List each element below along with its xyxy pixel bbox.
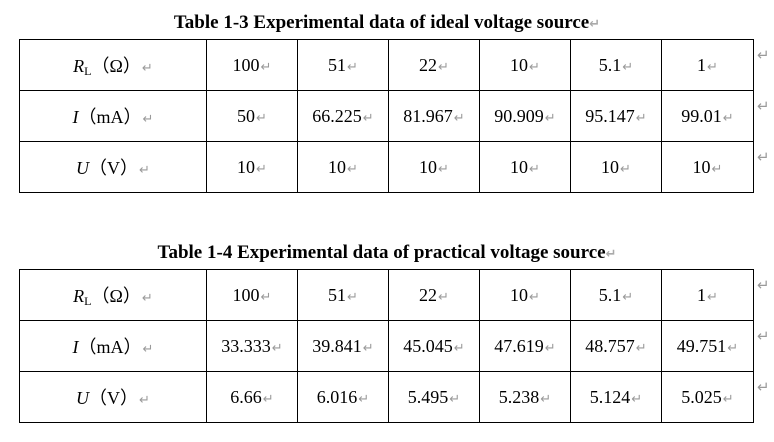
row-end-mark: ↵ (757, 276, 770, 294)
table-1-3-caption: Table 1-3 Experimental data of ideal vol… (173, 12, 601, 33)
table-cell: 1↵ (661, 39, 754, 91)
table-cell: 5.025↵ (661, 371, 754, 423)
table-cell: 45.045↵ (388, 320, 480, 372)
table-cell: 6.016↵ (297, 371, 389, 423)
row-end-mark: ↵ (757, 97, 770, 115)
table-cell: 100↵ (206, 269, 298, 321)
table-cell: 51↵ (297, 269, 389, 321)
row-label-current: I（mA）↵ (19, 90, 207, 142)
table-cell: 10↵ (206, 141, 298, 193)
table-cell: 51↵ (297, 39, 389, 91)
row-end-mark: ↵ (757, 148, 770, 166)
table-cell: 10↵ (570, 141, 662, 193)
table-cell: 100↵ (206, 39, 298, 91)
table-cell: 1↵ (661, 269, 754, 321)
table-row: U（V）↵ 10↵ 10↵ 10↵ 10↵ 10↵ 10↵ (19, 141, 754, 193)
table-cell: 5.238↵ (479, 371, 571, 423)
table-1-4: RL（Ω）↵ 100↵ 51↵ 22↵ 10↵ 5.1↵ 1↵ I（mA）↵ 3… (19, 269, 754, 423)
table-cell: 39.841↵ (297, 320, 389, 372)
row-label-resistance: RL（Ω）↵ (19, 39, 207, 91)
row-end-mark: ↵ (757, 378, 770, 396)
table-cell: 33.333↵ (206, 320, 298, 372)
table-cell: 5.495↵ (388, 371, 480, 423)
row-label-voltage: U（V）↵ (19, 141, 207, 193)
table-cell: 5.1↵ (570, 269, 662, 321)
table-row: I（mA）↵ 33.333↵ 39.841↵ 45.045↵ 47.619↵ 4… (19, 320, 754, 372)
row-label-current: I（mA）↵ (19, 320, 207, 372)
table-cell: 10↵ (479, 39, 571, 91)
table-cell: 5.124↵ (570, 371, 662, 423)
row-end-mark: ↵ (757, 46, 770, 64)
row-end-mark: ↵ (757, 327, 770, 345)
table-cell: 5.1↵ (570, 39, 662, 91)
table-cell: 10↵ (479, 269, 571, 321)
table-row: I（mA）↵ 50↵ 66.225↵ 81.967↵ 90.909↵ 95.14… (19, 90, 754, 142)
table-cell: 49.751↵ (661, 320, 754, 372)
table-1-4-caption: Table 1-4 Experimental data of practical… (157, 242, 617, 263)
table-1-3: RL（Ω）↵ 100↵ 51↵ 22↵ 10↵ 5.1↵ 1↵ I（mA）↵ 5… (19, 39, 754, 193)
table-cell: 50↵ (206, 90, 298, 142)
table-cell: 10↵ (388, 141, 480, 193)
table-cell: 10↵ (297, 141, 389, 193)
table-cell: 10↵ (479, 141, 571, 193)
table-cell: 10↵ (661, 141, 754, 193)
table-row: RL（Ω）↵ 100↵ 51↵ 22↵ 10↵ 5.1↵ 1↵ (19, 269, 754, 321)
table-row: U（V）↵ 6.66↵ 6.016↵ 5.495↵ 5.238↵ 5.124↵ … (19, 371, 754, 423)
table-cell: 99.01↵ (661, 90, 754, 142)
table-row: RL（Ω）↵ 100↵ 51↵ 22↵ 10↵ 5.1↵ 1↵ (19, 39, 754, 91)
table-cell: 48.757↵ (570, 320, 662, 372)
table-cell: 81.967↵ (388, 90, 480, 142)
table-cell: 66.225↵ (297, 90, 389, 142)
table-cell: 47.619↵ (479, 320, 571, 372)
table-cell: 22↵ (388, 269, 480, 321)
table-cell: 6.66↵ (206, 371, 298, 423)
row-label-voltage: U（V）↵ (19, 371, 207, 423)
table-cell: 90.909↵ (479, 90, 571, 142)
row-label-resistance: RL（Ω）↵ (19, 269, 207, 321)
table-cell: 95.147↵ (570, 90, 662, 142)
table-cell: 22↵ (388, 39, 480, 91)
